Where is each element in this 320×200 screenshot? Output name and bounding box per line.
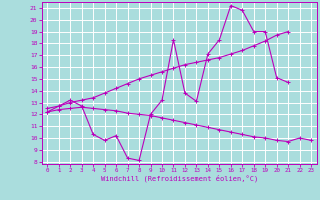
X-axis label: Windchill (Refroidissement éolien,°C): Windchill (Refroidissement éolien,°C) bbox=[100, 175, 258, 182]
